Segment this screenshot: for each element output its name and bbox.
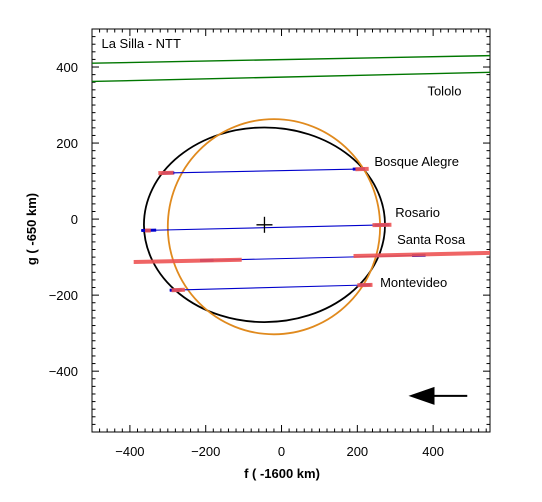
la-silla-label: La Silla - NTT — [101, 36, 181, 51]
chord-line — [169, 284, 371, 291]
santa-rosa-label: Santa Rosa — [397, 232, 466, 247]
timing-error-bar — [353, 250, 490, 258]
y-tick-label: 0 — [71, 212, 78, 227]
x-tick-label: 0 — [278, 444, 285, 459]
y-tick-label: 400 — [56, 60, 78, 75]
chord-line — [162, 168, 365, 174]
tololo-label: Tololo — [427, 84, 461, 99]
axis-ticks — [91, 28, 490, 433]
chord-line — [141, 224, 390, 232]
x-axis-title: f ( -1600 km) — [244, 466, 320, 481]
y-tick-label: −400 — [49, 364, 78, 379]
tick-labels: −400 −200 0 200 400 −400 −200 0 200 400 — [49, 60, 444, 459]
negative-chord-line — [92, 71, 490, 83]
y-tick-label: 200 — [56, 136, 78, 151]
plot-area — [92, 54, 490, 336]
direction-arrow — [408, 386, 468, 405]
y-axis-title: g ( -650 km) — [24, 193, 39, 265]
y-tick-label: −200 — [49, 288, 78, 303]
x-tick-label: −400 — [115, 444, 144, 459]
annotations: La Silla - NTT Tololo Bosque Alegre Rosario… — [101, 36, 465, 290]
x-tick-label: 200 — [346, 444, 368, 459]
rosario-label: Rosario — [395, 205, 440, 220]
bosque-alegre-label: Bosque Alegre — [374, 154, 459, 169]
montevideo-label: Montevideo — [380, 275, 447, 290]
negative-chord-line — [92, 54, 490, 64]
x-tick-label: −200 — [191, 444, 220, 459]
arrow-head — [408, 386, 435, 405]
x-tick-label: 400 — [422, 444, 444, 459]
timing-error-bar — [133, 257, 242, 265]
